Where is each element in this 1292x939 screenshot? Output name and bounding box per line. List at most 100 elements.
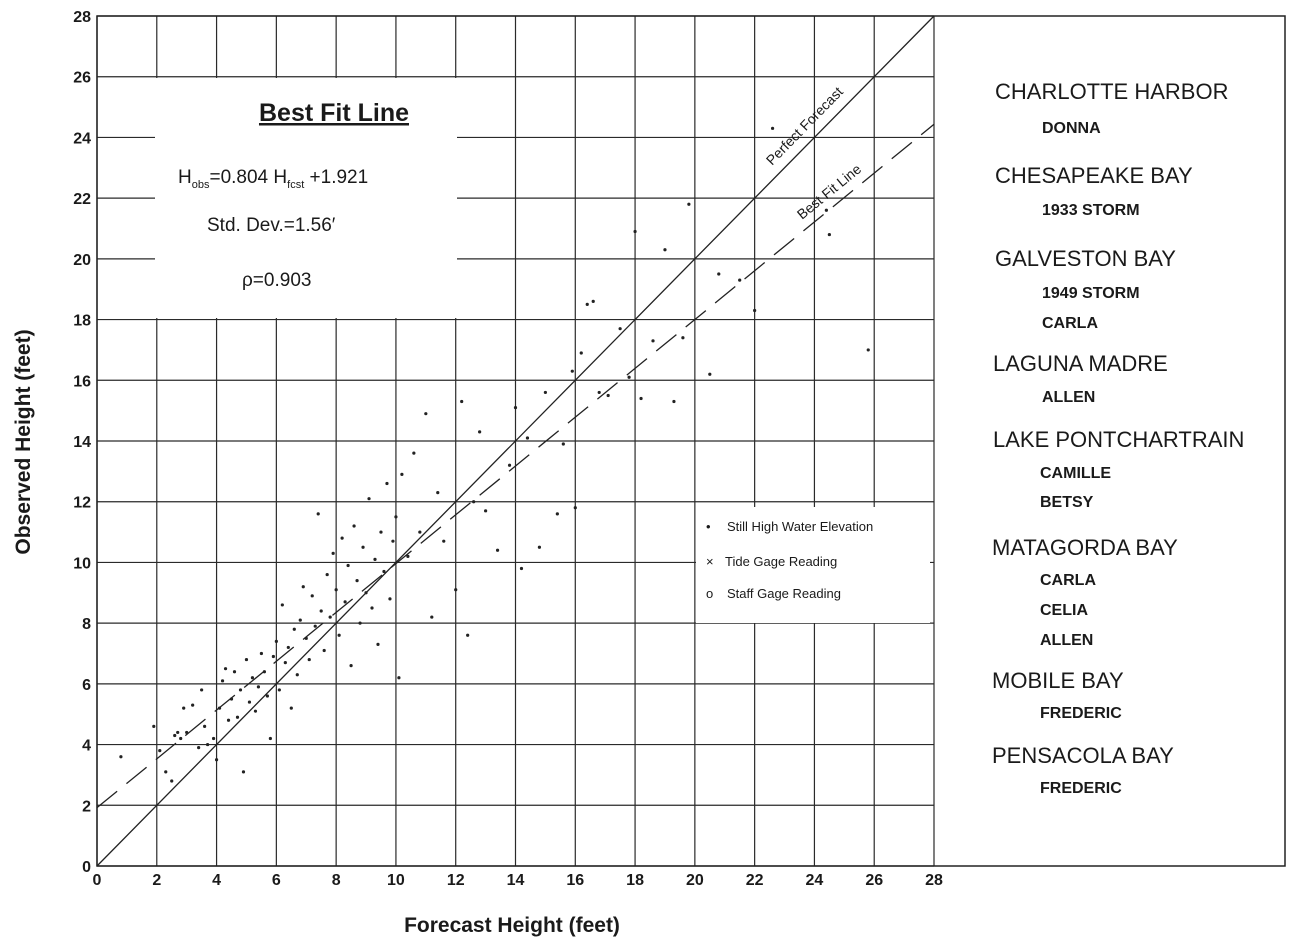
data-point	[824, 208, 828, 212]
data-point	[235, 715, 240, 719]
data-point	[519, 566, 524, 571]
y-tick-label: 16	[73, 373, 91, 390]
legend-label-staff-gage: Staff Gage Reading	[727, 586, 841, 601]
data-point	[400, 472, 404, 476]
storm-1949: 1949 STORM	[1042, 285, 1140, 302]
data-point	[313, 624, 317, 628]
data-point	[310, 594, 314, 598]
storm-donna: DONNA	[1042, 120, 1101, 137]
tick-labels: 0 2 4 6 8 10 12 14 16 18 20 22 24 26 28024681012141618…	[73, 9, 943, 889]
data-point	[753, 308, 757, 313]
data-point	[827, 232, 831, 237]
data-point	[295, 673, 299, 677]
data-point	[259, 651, 264, 656]
best-fit-line-label: Best Fit Line	[794, 161, 865, 223]
data-point	[543, 390, 547, 395]
bay-chesapeake: CHESAPEAKE BAY	[995, 163, 1193, 188]
data-point	[424, 412, 428, 416]
data-point	[412, 451, 416, 455]
x-axis-title: Forecast Height (feet)	[404, 914, 620, 937]
bay-galveston: GALVESTON BAY	[995, 246, 1176, 271]
x-tick-label: 28	[925, 872, 943, 889]
storm-carla-galveston: CARLA	[1042, 315, 1098, 332]
data-point	[229, 697, 234, 701]
data-point	[370, 606, 374, 610]
data-point	[394, 515, 398, 519]
reference-lines	[96, 15, 935, 867]
data-point	[262, 670, 266, 674]
y-tick-label: 28	[73, 9, 91, 26]
legend: • Still High Water Elevation × Tide Gage…	[696, 507, 930, 623]
data-point	[717, 272, 721, 276]
perfect-forecast-line	[96, 15, 935, 867]
data-point	[173, 733, 177, 738]
data-point	[340, 536, 344, 540]
data-point	[211, 736, 216, 741]
data-point	[223, 667, 228, 671]
y-axis-title: Observed Height (feet)	[12, 329, 35, 554]
y-tick-label: 24	[73, 130, 91, 147]
data-point	[579, 351, 583, 355]
data-point	[250, 676, 255, 680]
data-point	[349, 664, 353, 668]
data-point	[334, 588, 338, 592]
y-tick-label: 26	[73, 70, 91, 87]
data-point	[418, 530, 422, 534]
rho-text: ρ=0.903	[242, 270, 311, 291]
data-point	[206, 742, 210, 747]
data-point	[301, 585, 305, 589]
data-point	[406, 554, 410, 558]
bay-laguna-madre: LAGUNA MADRE	[993, 351, 1168, 376]
data-point	[585, 302, 589, 306]
bay-matagorda: MATAGORDA BAY	[992, 535, 1178, 560]
y-tick-label: 10	[73, 555, 91, 572]
y-tick-label: 22	[73, 191, 91, 208]
data-point	[454, 588, 458, 592]
data-point	[268, 736, 272, 741]
equation-sub-obs: obs	[192, 179, 210, 191]
legend-symbol-circle: o	[706, 586, 713, 601]
data-point	[247, 700, 252, 704]
data-point	[591, 299, 595, 303]
data-point	[597, 390, 601, 395]
data-point	[214, 758, 219, 762]
data-point	[182, 706, 186, 710]
y-tick-label: 20	[73, 252, 91, 269]
equation-h-obs: H	[178, 167, 192, 188]
data-point	[537, 545, 542, 549]
storm-carla-matagorda: CARLA	[1040, 572, 1096, 589]
data-point	[292, 627, 296, 631]
fit-equation: Hobs=0.804 Hfcst +1.921	[178, 167, 368, 191]
data-point	[367, 497, 371, 501]
fit-box-title: Best Fit Line	[259, 99, 409, 127]
data-point	[253, 709, 258, 713]
y-tick-label: 18	[73, 313, 91, 330]
data-point	[573, 506, 577, 510]
data-point	[217, 706, 222, 710]
data-point	[355, 579, 359, 583]
data-point	[325, 572, 329, 577]
data-point	[385, 481, 389, 486]
bay-mobile: MOBILE BAY	[992, 668, 1124, 693]
data-point	[307, 657, 311, 662]
storm-allen-laguna: ALLEN	[1042, 389, 1095, 406]
y-tick-label: 14	[73, 434, 91, 451]
data-point	[271, 654, 275, 659]
data-point	[152, 724, 156, 728]
y-tick-label: 2	[82, 798, 91, 815]
data-point	[866, 348, 870, 352]
data-point	[358, 621, 362, 625]
data-point	[708, 372, 712, 376]
legend-label-tide-gage: Tide Gage Reading	[725, 554, 837, 569]
data-point	[179, 736, 183, 741]
data-point	[346, 563, 350, 568]
data-point	[319, 609, 323, 613]
data-point	[337, 633, 341, 637]
data-point	[376, 642, 380, 646]
data-point	[176, 730, 180, 735]
legend-symbol-dot: •	[706, 519, 711, 534]
x-tick-label: 4	[212, 872, 221, 889]
data-points	[119, 126, 870, 783]
perfect-forecast-label: Perfect Forecast	[763, 83, 846, 168]
